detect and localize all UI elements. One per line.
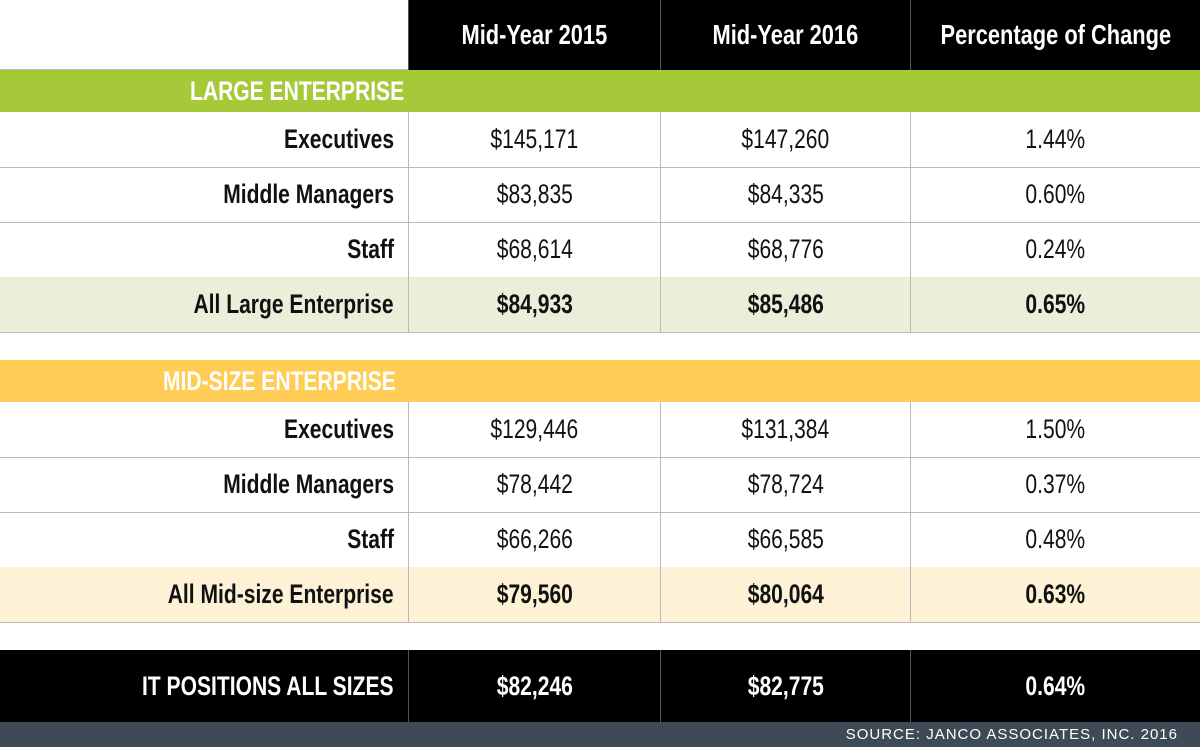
table-cell: $78,724: [660, 457, 910, 512]
header-corner: [0, 0, 408, 70]
table-cell: $82,246: [408, 650, 660, 722]
table-row: Executives $129,446 $131,384 1.50%: [0, 402, 1200, 458]
table-cell: $78,442: [408, 457, 660, 512]
source-text: SOURCE: JANCO ASSOCIATES, INC. 2016: [845, 726, 1178, 743]
table-row: Middle Managers $83,835 $84,335 0.60%: [0, 167, 1200, 223]
table-cell: 0.65%: [910, 277, 1200, 332]
row-label: All Mid-size Enterprise: [168, 579, 394, 609]
table-cell: $82,775: [660, 650, 910, 722]
row-label: Middle Managers: [223, 469, 394, 499]
table-cell: 0.60%: [910, 167, 1200, 222]
row-label: IT POSITIONS ALL SIZES: [142, 670, 394, 701]
table-cell: $131,384: [660, 402, 910, 457]
header-row: Mid-Year 2015 Mid-Year 2016 Percentage o…: [0, 0, 1200, 70]
table-cell: $84,335: [660, 167, 910, 222]
table-cell: $68,614: [408, 222, 660, 277]
table-cell: 0.48%: [910, 512, 1200, 567]
spacer-row: [0, 332, 1200, 361]
table-cell: 0.63%: [910, 567, 1200, 622]
source-footer: SOURCE: JANCO ASSOCIATES, INC. 2016: [0, 722, 1200, 747]
table-cell: $145,171: [408, 112, 660, 167]
table-cell: $84,933: [408, 277, 660, 332]
row-label: Middle Managers: [223, 179, 394, 209]
section-title: MID-SIZE ENTERPRISE: [163, 365, 396, 396]
section-title: LARGE ENTERPRISE: [190, 75, 405, 106]
table-cell: 0.24%: [910, 222, 1200, 277]
table-cell: $79,560: [408, 567, 660, 622]
table-cell: $147,260: [660, 112, 910, 167]
section-header-mid: MID-SIZE ENTERPRISE: [0, 360, 1200, 402]
column-header: Mid-Year 2016: [660, 0, 910, 70]
column-header: Mid-Year 2015: [408, 0, 660, 70]
total-row-large: All Large Enterprise $84,933 $85,486 0.6…: [0, 277, 1200, 333]
table-row: Staff $66,266 $66,585 0.48%: [0, 512, 1200, 568]
table-cell: 1.50%: [910, 402, 1200, 457]
table-cell: 0.37%: [910, 457, 1200, 512]
table-cell: 0.64%: [910, 650, 1200, 722]
row-label: All Large Enterprise: [193, 289, 394, 319]
column-header: Percentage of Change: [910, 0, 1200, 70]
table-cell: $80,064: [660, 567, 910, 622]
spacer-row: [0, 622, 1200, 650]
row-label: Executives: [283, 414, 394, 444]
table-row: Executives $145,171 $147,260 1.44%: [0, 112, 1200, 168]
table-cell: $85,486: [660, 277, 910, 332]
table-row: Staff $68,614 $68,776 0.24%: [0, 222, 1200, 278]
row-label: Staff: [347, 234, 394, 264]
table-cell: $68,776: [660, 222, 910, 277]
total-row-mid: All Mid-size Enterprise $79,560 $80,064 …: [0, 567, 1200, 623]
table-row: Middle Managers $78,442 $78,724 0.37%: [0, 457, 1200, 513]
table-cell: $66,266: [408, 512, 660, 567]
table-cell: $83,835: [408, 167, 660, 222]
grand-total-row: IT POSITIONS ALL SIZES $82,246 $82,775 0…: [0, 650, 1200, 722]
table-cell: $66,585: [660, 512, 910, 567]
table-cell: 1.44%: [910, 112, 1200, 167]
section-header-large: LARGE ENTERPRISE: [0, 70, 1200, 112]
table-cell: $129,446: [408, 402, 660, 457]
row-label: Executives: [283, 124, 394, 154]
row-label: Staff: [347, 524, 394, 554]
